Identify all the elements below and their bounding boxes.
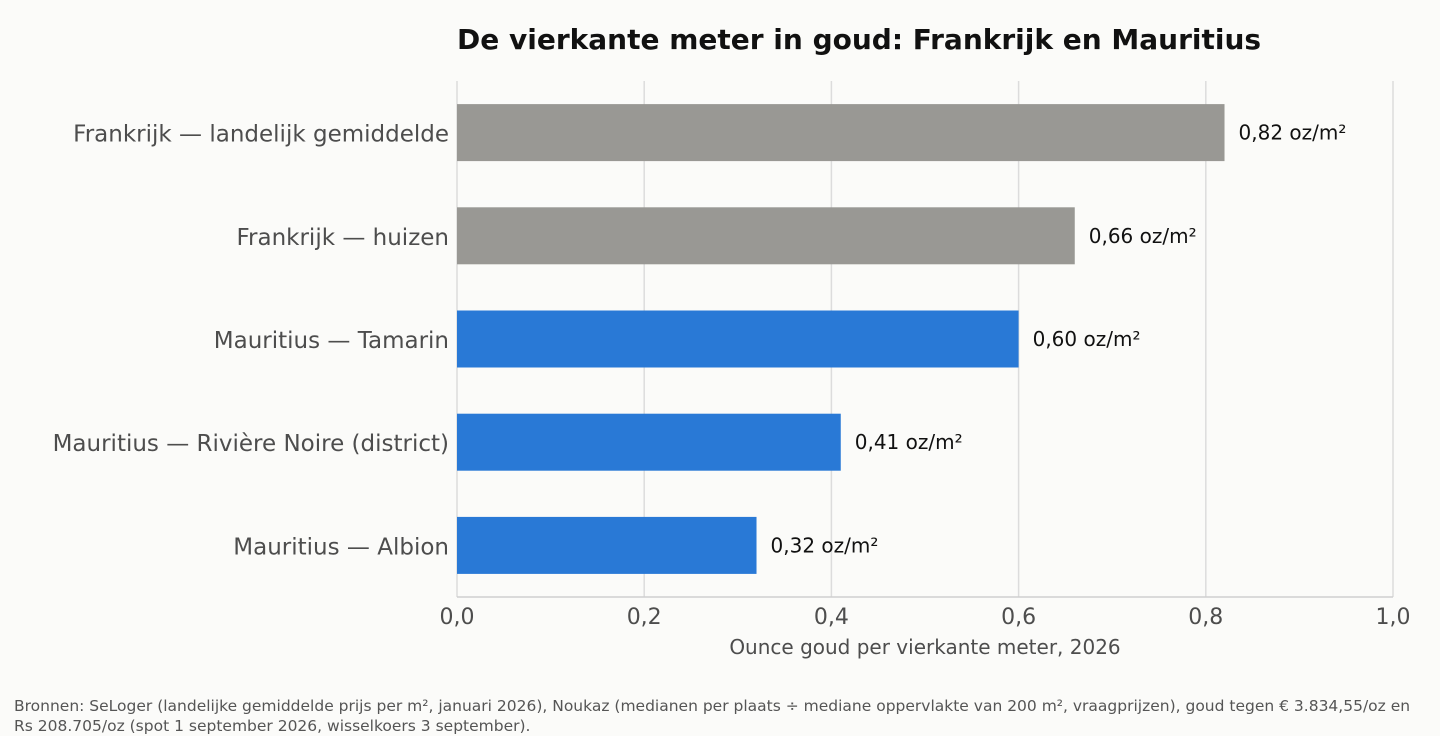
- value-label: 0,66 oz/m²: [1089, 224, 1197, 248]
- y-category-label: Frankrijk — landelijk gemiddelde: [73, 122, 449, 148]
- value-label: 0,32 oz/m²: [771, 533, 879, 557]
- y-category-label: Frankrijk — huizen: [236, 225, 449, 251]
- bar: [457, 207, 1075, 265]
- y-category-label: Mauritius — Rivière Noire (district): [53, 431, 449, 457]
- x-axis-label: Ounce goud per vierkante meter, 2026: [729, 635, 1120, 659]
- y-category-label: Mauritius — Albion: [233, 534, 449, 560]
- value-label: 0,41 oz/m²: [855, 430, 963, 454]
- bar-chart: De vierkante meter in goud: Frankrijk en…: [53, 23, 1411, 659]
- x-tick-label: 0,8: [1188, 605, 1223, 630]
- bars: 0,82 oz/m² 0,66 oz/m² 0,60 oz/m² 0,41 oz/m²…: [457, 104, 1346, 574]
- x-tick-label: 0,2: [627, 605, 662, 630]
- source-note: Bronnen: SeLoger (landelijke gemiddelde …: [14, 697, 1411, 735]
- bar: [457, 413, 841, 471]
- x-tick-label: 0,6: [1001, 605, 1036, 630]
- y-category-label: Mauritius — Tamarin: [214, 328, 449, 354]
- value-label: 0,82 oz/m²: [1239, 121, 1347, 145]
- bar: [457, 516, 757, 574]
- x-tick-label: 0,4: [814, 605, 849, 630]
- value-label: 0,60 oz/m²: [1033, 327, 1141, 351]
- bar: [457, 104, 1225, 162]
- chart-title: De vierkante meter in goud: Frankrijk en…: [457, 23, 1261, 56]
- x-tick-label: 1,0: [1376, 605, 1411, 630]
- axes: 0,0 0,2 0,4 0,6 0,8 1,0 Frankrijk — landelijk …: [53, 122, 1411, 630]
- x-tick-label: 0,0: [440, 605, 475, 630]
- bar: [457, 310, 1019, 368]
